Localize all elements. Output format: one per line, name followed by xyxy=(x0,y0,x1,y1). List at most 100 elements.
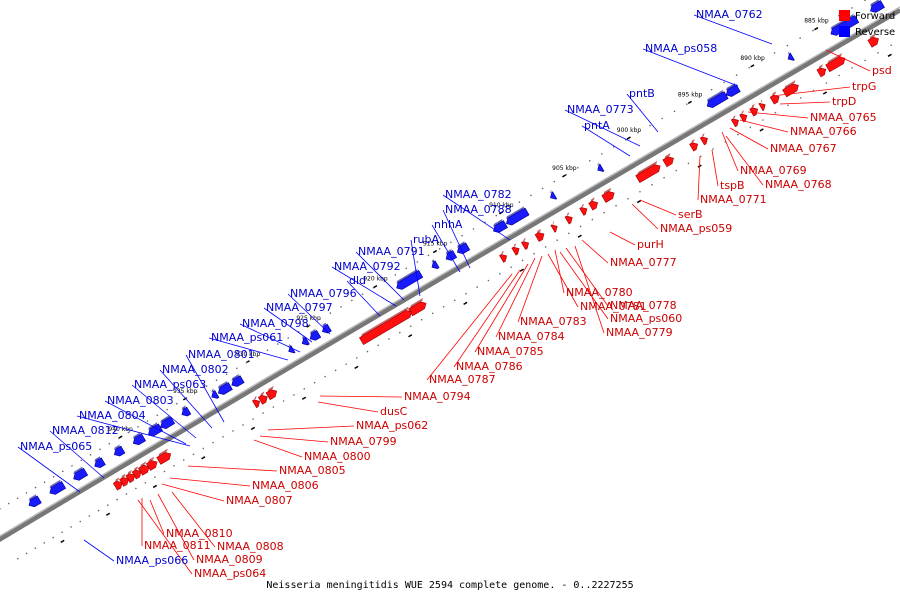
scale-dot xyxy=(16,497,19,500)
scale-dot xyxy=(579,225,582,228)
gene-label: rubA xyxy=(413,233,439,246)
scale-dot xyxy=(541,187,544,190)
reverse-gene-feature xyxy=(49,479,67,495)
scale-dot xyxy=(518,201,521,203)
label-leader-lines xyxy=(17,14,871,575)
scale-dot xyxy=(80,459,83,462)
scale-dot xyxy=(851,7,853,9)
scale-dot xyxy=(52,536,54,539)
scale-dot xyxy=(107,504,109,506)
leader-line xyxy=(711,149,719,187)
scale-dot xyxy=(723,81,725,84)
scale-dot xyxy=(398,331,401,334)
leader-line xyxy=(565,247,609,307)
gene-label: NMAA_0807 xyxy=(226,494,293,507)
scale-dot xyxy=(530,194,532,197)
leader-line xyxy=(517,255,543,323)
gene-features xyxy=(28,0,885,508)
gene-label: NMAA_0806 xyxy=(252,479,319,492)
scale-dot xyxy=(698,96,700,98)
gene-label: NMAA_0767 xyxy=(770,142,837,155)
legend-forward-swatch xyxy=(839,10,850,21)
scale-dot xyxy=(345,363,347,365)
scale-tick xyxy=(152,484,158,489)
gene-label: nhhA xyxy=(434,218,463,231)
scale-dot xyxy=(588,160,591,162)
scale-dot xyxy=(465,292,467,295)
legend-reverse-swatch xyxy=(839,26,850,37)
leader-line xyxy=(149,499,165,535)
scale-dot xyxy=(25,492,28,494)
scale-tick-label: 900 kbp xyxy=(617,127,642,134)
leader-line xyxy=(49,430,105,479)
gene-label: NMAA_0781 xyxy=(580,300,647,313)
forward-gene-feature xyxy=(138,461,150,476)
scale-tick-label: 930 kbp xyxy=(236,351,261,358)
reverse-gene-feature xyxy=(217,380,233,395)
forward-gene-feature xyxy=(825,53,846,73)
scale-dot xyxy=(43,481,46,484)
leader-line xyxy=(693,14,773,45)
leader-line xyxy=(317,401,379,413)
forward-gene-feature xyxy=(499,250,508,263)
forward-gene-feature xyxy=(758,99,766,112)
leader-line xyxy=(771,86,851,97)
scale-dot xyxy=(116,498,118,501)
scale-tick-label: 935 kbp xyxy=(173,388,198,395)
leader-line xyxy=(564,109,641,147)
reverse-gene-feature xyxy=(113,444,126,457)
scale-dot xyxy=(144,482,147,484)
scale-dot xyxy=(521,259,524,262)
scale-tick xyxy=(562,174,567,178)
leader-line xyxy=(547,253,579,308)
scale-dot xyxy=(461,234,463,237)
forward-gene-feature xyxy=(511,243,520,256)
gene-label: NMAA_0801 xyxy=(188,348,255,361)
reverse-gene-feature xyxy=(725,82,741,97)
forward-gene-feature xyxy=(408,298,427,317)
scale-tick-label: 920 kbp xyxy=(363,276,388,283)
gene-label: NMAA_ps059 xyxy=(660,222,732,235)
scale-dot xyxy=(225,373,228,376)
scale-dot xyxy=(88,515,91,517)
leader-line xyxy=(697,155,701,201)
leader-line xyxy=(581,125,631,157)
leader-line xyxy=(259,435,329,443)
scale-dot xyxy=(156,414,159,417)
scale-dot xyxy=(7,502,10,505)
scale-dot xyxy=(761,59,763,62)
gene-label: NMAA_ps064 xyxy=(194,567,266,580)
scale-dot xyxy=(0,508,1,510)
scale-tick xyxy=(463,301,468,305)
scale-dot xyxy=(235,367,238,370)
gene-label: NMAA_0812 xyxy=(52,424,119,437)
gene-label: NMAA_0788 xyxy=(445,203,512,216)
scale-dot xyxy=(34,547,37,550)
scale-dot xyxy=(163,470,166,473)
scale-dot xyxy=(851,67,853,69)
scale-dot xyxy=(416,261,419,263)
scale-tick xyxy=(814,27,819,31)
scale-dot xyxy=(246,361,248,364)
reverse-gene-feature xyxy=(28,494,42,508)
scale-dot xyxy=(864,59,866,62)
scale-dot xyxy=(205,385,208,387)
scale-tick xyxy=(432,249,438,254)
scale-dot xyxy=(125,493,128,495)
scale-dot xyxy=(256,355,258,358)
forward-gene-feature xyxy=(265,385,278,401)
forward-gene-feature xyxy=(699,133,708,146)
gene-label: NMAA_0765 xyxy=(810,111,877,124)
reverse-gene-feature xyxy=(301,335,310,346)
reverse-gene-feature xyxy=(787,51,795,61)
leader-line xyxy=(639,199,677,216)
leader-line xyxy=(453,269,521,368)
scale-dot xyxy=(577,166,579,169)
gene-label: NMAA_0800 xyxy=(304,450,371,463)
leader-line xyxy=(131,384,197,439)
gene-label: trpG xyxy=(852,80,876,93)
scale-dot xyxy=(498,273,501,275)
reverse-gene-feature xyxy=(550,190,558,200)
gene-label: NMAA_0810 xyxy=(166,527,233,540)
